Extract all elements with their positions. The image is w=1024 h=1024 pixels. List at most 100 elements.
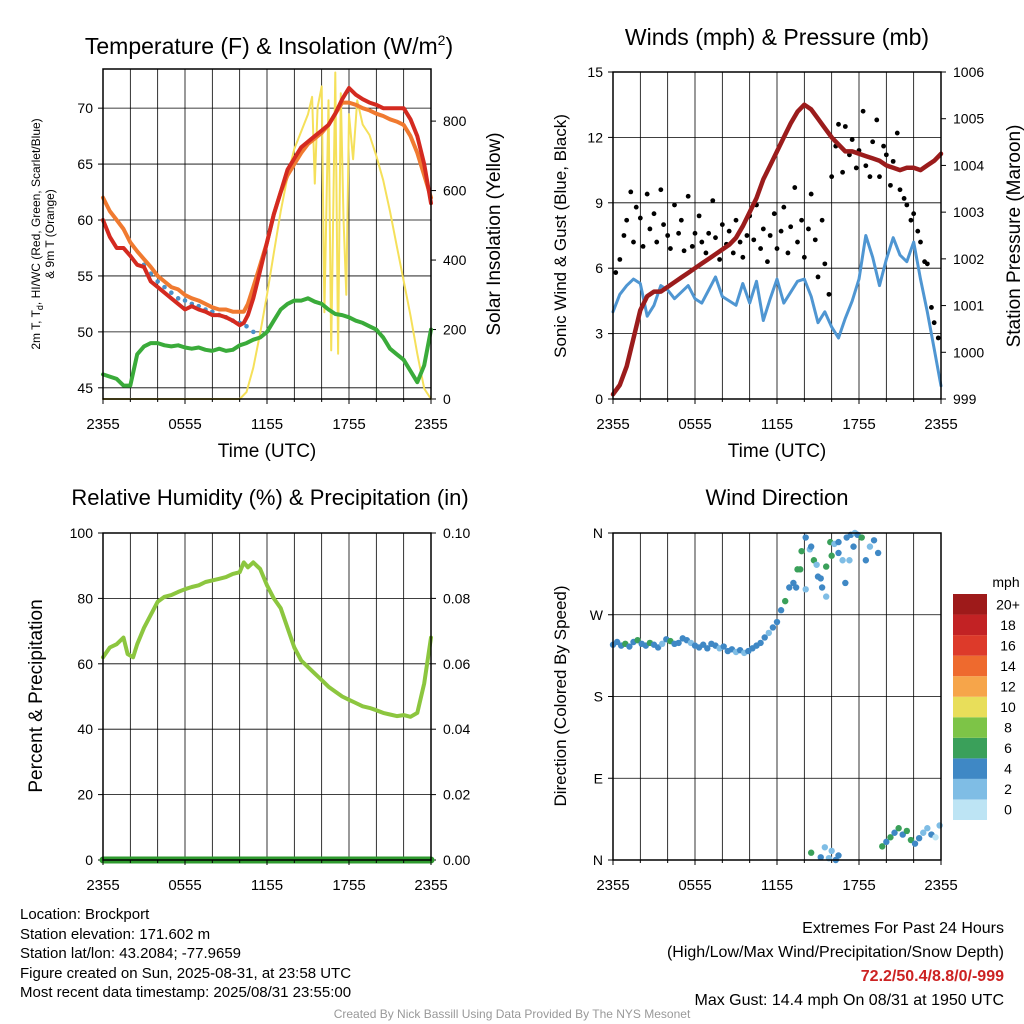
temp-x-tick-label: 2355 — [414, 416, 447, 433]
temp-x-tick-label: 1755 — [332, 416, 365, 433]
wind-direction-point — [765, 629, 772, 637]
wind-direction-point — [813, 561, 820, 568]
temp-x-tick-label: 1155 — [251, 416, 283, 433]
rh-y2-tick-label: 0.08 — [443, 590, 470, 606]
gust-point — [829, 174, 835, 180]
wdir-y-axis-label: Direction (Colored By Speed) — [551, 585, 570, 806]
wdir-y-tick-label: N — [593, 525, 603, 541]
wind-y-tick-label: 12 — [587, 129, 603, 145]
temp-y-tick-label: 55 — [77, 268, 93, 284]
gust-point — [658, 187, 664, 193]
wind-direction-point — [924, 825, 931, 832]
gust-point — [644, 191, 650, 197]
gust-point — [915, 228, 921, 234]
insolation-y-axis-label: Solar Insolation (Yellow) — [484, 132, 505, 335]
temp-y-tick-label: 65 — [77, 156, 93, 172]
wind-y2-tick-label: 1004 — [953, 157, 984, 173]
wind-y2-tick-label: 1003 — [953, 204, 984, 220]
wind-y2-tick-label: 1000 — [953, 344, 984, 360]
wdir-x-tick-label: 0555 — [678, 877, 711, 894]
rh-y2-tick-label: 0.06 — [443, 656, 470, 672]
gust-point — [678, 217, 684, 223]
gust-point — [842, 124, 848, 129]
heat-index-point — [244, 323, 249, 329]
wdir-y-tick-label: W — [590, 607, 604, 623]
wind-direction-point — [895, 825, 902, 832]
wind-direction-point — [782, 597, 789, 605]
wind-direction-point — [777, 607, 785, 614]
gust-point — [819, 217, 825, 223]
wind-direction-point — [817, 575, 824, 582]
wind-direction-point — [704, 645, 711, 652]
gust-point — [812, 237, 818, 243]
max-gust-text: Max Gust: 14.4 mph On 08/31 at 1950 UTC — [694, 992, 1005, 1009]
rh-x-tick-label: 1155 — [251, 877, 283, 894]
colorbar-unit-label: mph — [992, 574, 1019, 590]
wdir-y-tick-label: N — [593, 852, 603, 868]
colorbar-swatch — [953, 696, 987, 718]
gust-point — [901, 196, 907, 201]
wind-direction-point — [915, 835, 923, 842]
wind-x-tick-label: 2355 — [596, 416, 629, 433]
rh-y-axis-label: Percent & Precipitation — [26, 599, 47, 792]
gust-point — [806, 226, 811, 232]
colorbar-label: 4 — [1004, 761, 1012, 777]
rh-x-tick-label: 1755 — [332, 877, 365, 894]
gust-point — [696, 213, 702, 219]
credit-text: Created By Nick Bassill Using Data Provi… — [333, 1007, 691, 1021]
extremes-info: Extremes For Past 24 Hours (High/Low/Max… — [667, 917, 1004, 1013]
rh-panel-title: Relative Humidity (%) & Precipitation (i… — [71, 485, 468, 510]
pressure-y-axis-label: Station Pressure (Maroon) — [1004, 125, 1024, 348]
gust-point — [733, 217, 739, 223]
heat-index-point — [182, 298, 188, 303]
colorbar-swatch — [953, 737, 987, 759]
gust-point — [613, 270, 619, 275]
wind-direction-point — [807, 543, 815, 550]
gust-point — [699, 239, 705, 245]
colorbar-swatch — [953, 676, 987, 697]
gust-point — [881, 143, 886, 149]
gust-point — [883, 152, 889, 158]
title-part: Temperature (F) & Insolation (W/m — [85, 33, 438, 59]
rh-y2-tick-label: 0.10 — [443, 525, 470, 541]
wind-y-tick-label: 15 — [587, 64, 603, 80]
rh-y-tick-label: 80 — [77, 590, 93, 606]
gust-point — [760, 226, 766, 232]
extremes-title: Extremes For Past 24 Hours — [802, 920, 1004, 937]
gust-point — [706, 230, 712, 236]
gust-point — [647, 226, 653, 232]
temp-y2-tick-label: 400 — [443, 252, 467, 268]
heat-index-point — [175, 296, 181, 301]
recent-data-text: Most recent data timestamp: 2025/08/31 2… — [20, 984, 352, 1001]
wind-x-tick-label: 0555 — [678, 416, 711, 433]
gust-point — [665, 233, 671, 238]
gust-point — [685, 193, 691, 199]
wind-speed-line — [611, 234, 943, 388]
gust-point — [717, 257, 722, 262]
rh-line — [101, 560, 433, 719]
gust-point — [860, 108, 866, 114]
gust-point — [904, 202, 910, 208]
wind-direction-point — [835, 549, 842, 557]
gust-point — [672, 202, 677, 208]
gust-point — [890, 158, 896, 164]
temp-line — [101, 86, 433, 328]
wind-direction-point — [932, 834, 939, 841]
gust-point — [908, 217, 914, 223]
wind-y-axis-label: Sonic Wind & Gust (Blue, Black) — [551, 114, 570, 358]
wind-x-tick-label: 1755 — [842, 416, 875, 433]
wind-y-tick-label: 9 — [595, 195, 603, 211]
wind-direction-point — [828, 552, 835, 559]
gust-point — [894, 130, 900, 136]
wind-direction-point — [850, 543, 857, 550]
gust-point — [668, 246, 673, 251]
colorbar-label: 2 — [1004, 781, 1012, 797]
gust-point — [778, 228, 784, 234]
gust-point — [781, 204, 787, 210]
gust-point — [924, 261, 930, 267]
gust-point — [633, 204, 639, 210]
wind-direction-point — [675, 639, 682, 647]
wind-y2-tick-label: 1006 — [953, 64, 984, 80]
wind-direction-point — [891, 829, 898, 836]
gust-point — [826, 291, 832, 297]
